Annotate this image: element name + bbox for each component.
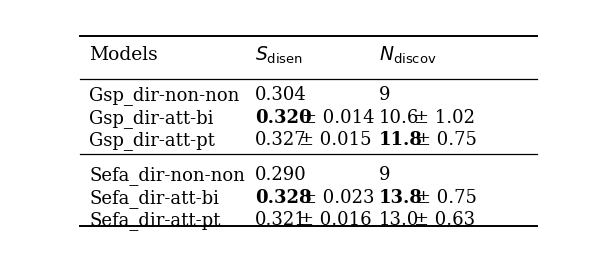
Text: Gsp_dir-non-non: Gsp_dir-non-non (89, 86, 240, 105)
Text: ± 0.015: ± 0.015 (299, 131, 371, 149)
Text: 0.320: 0.320 (255, 109, 311, 127)
Text: ± 0.63: ± 0.63 (414, 211, 474, 229)
Text: Gsp_dir-att-bi: Gsp_dir-att-bi (89, 109, 214, 128)
Text: ± 0.75: ± 0.75 (416, 131, 477, 149)
Text: Sefa_dir-att-bi: Sefa_dir-att-bi (89, 189, 219, 208)
Text: Models: Models (89, 46, 158, 64)
Text: ± 0.014: ± 0.014 (302, 109, 375, 127)
Text: $N_{\mathrm{discov}}$: $N_{\mathrm{discov}}$ (379, 44, 436, 66)
Text: 9: 9 (379, 86, 390, 104)
Text: 13.0: 13.0 (379, 211, 419, 229)
Text: $S_{\mathrm{disen}}$: $S_{\mathrm{disen}}$ (255, 44, 303, 66)
Text: ± 0.75: ± 0.75 (416, 189, 477, 207)
Text: 9: 9 (379, 166, 390, 184)
Text: ± 0.016: ± 0.016 (299, 211, 371, 229)
Text: 13.8: 13.8 (379, 189, 423, 207)
Text: Sefa_dir-att-pt: Sefa_dir-att-pt (89, 211, 220, 230)
Text: Gsp_dir-att-pt: Gsp_dir-att-pt (89, 131, 215, 150)
Text: 10.6: 10.6 (379, 109, 419, 127)
Text: ± 0.023: ± 0.023 (302, 189, 375, 207)
Text: 0.328: 0.328 (255, 189, 311, 207)
Text: 11.8: 11.8 (379, 131, 423, 149)
Text: Sefa_dir-non-non: Sefa_dir-non-non (89, 166, 245, 185)
Text: ± 1.02: ± 1.02 (414, 109, 474, 127)
Text: 0.327: 0.327 (255, 131, 306, 149)
Text: 0.304: 0.304 (255, 86, 306, 104)
Text: 0.290: 0.290 (255, 166, 306, 184)
Text: 0.321: 0.321 (255, 211, 306, 229)
